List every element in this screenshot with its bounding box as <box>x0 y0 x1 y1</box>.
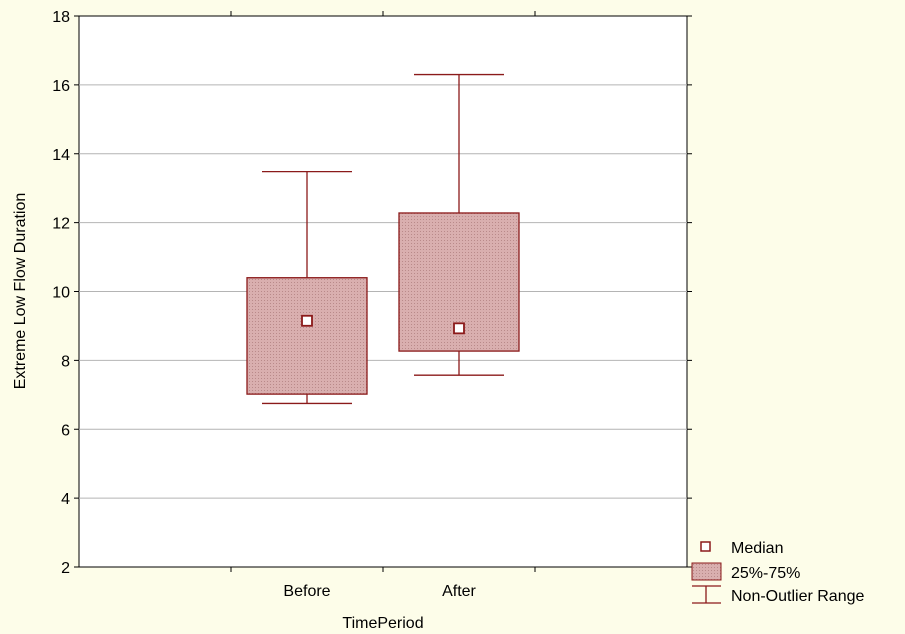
x-axis-ticks: Before After <box>230 11 536 600</box>
legend-box-swatch <box>691 562 722 581</box>
y-tick-label: 14 <box>52 147 70 164</box>
box-before <box>246 171 368 405</box>
x-axis-title: TimePeriod <box>342 615 423 632</box>
y-tick-label: 4 <box>61 491 70 508</box>
box-after <box>398 73 520 376</box>
legend-median-label: Median <box>731 540 783 557</box>
iqr-box <box>246 277 368 395</box>
median-marker <box>301 314 313 327</box>
y-axis-ticks: 2 4 6 8 10 12 14 16 18 <box>52 9 692 577</box>
y-tick-label: 18 <box>52 9 70 26</box>
boxes <box>246 73 520 405</box>
median-marker <box>453 322 465 335</box>
y-tick-label: 16 <box>52 78 70 95</box>
x-tick-label: Before <box>283 583 330 600</box>
gridlines <box>79 84 687 499</box>
y-tick-label: 8 <box>61 353 70 370</box>
legend-whisker-label: Non-Outlier Range <box>731 588 865 605</box>
y-tick-label: 2 <box>61 560 70 577</box>
legend-whisker-symbol <box>692 585 721 604</box>
legend-box-label: 25%-75% <box>731 565 800 582</box>
y-tick-label: 12 <box>52 216 70 233</box>
y-axis-title: Extreme Low Flow Duration <box>12 193 29 390</box>
x-tick-label: After <box>442 583 476 600</box>
y-tick-label: 10 <box>52 285 70 302</box>
y-tick-label: 6 <box>61 422 70 439</box>
legend-median-marker <box>700 541 711 552</box>
legend: Median 25%-75% Non-Outlier Range <box>691 540 865 605</box>
